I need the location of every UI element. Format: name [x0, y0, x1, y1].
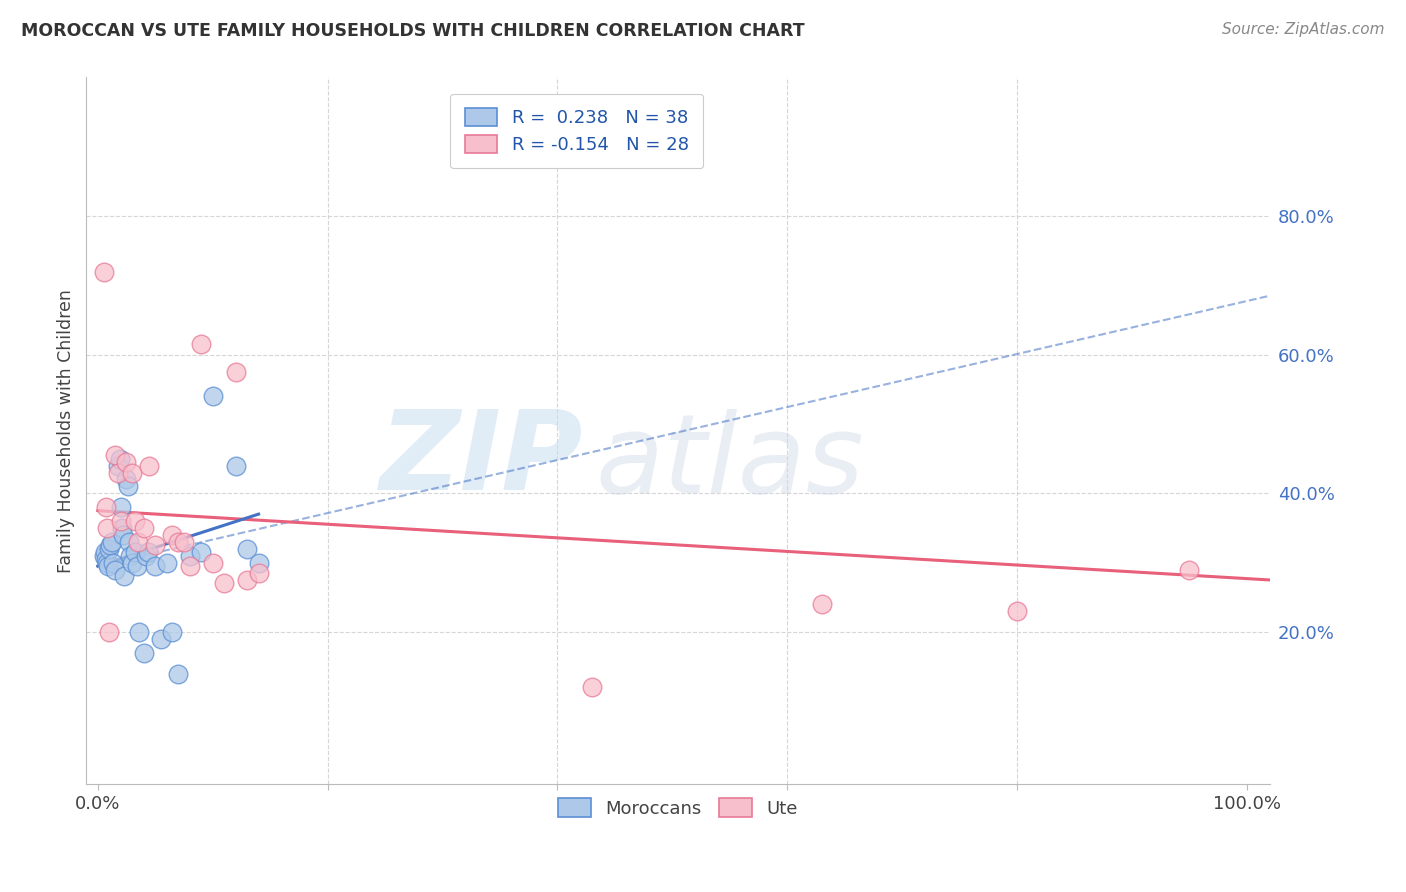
Point [236, 541, 259, 556]
Point [247, 556, 270, 570]
Point [98, 624, 121, 639]
Point [143, 538, 166, 552]
Point [136, 545, 159, 559]
Point [138, 458, 160, 473]
Point [179, 559, 201, 574]
Point [93, 545, 115, 559]
Point [121, 556, 143, 570]
Point [115, 455, 138, 469]
Point [225, 365, 247, 379]
Point [96, 521, 118, 535]
Point [118, 549, 141, 563]
Point [94, 552, 117, 566]
Point [162, 528, 184, 542]
Point [100, 538, 122, 552]
Point [247, 566, 270, 580]
Point [93, 549, 115, 563]
Point [236, 573, 259, 587]
Point [112, 528, 135, 542]
Point [810, 597, 832, 611]
Point [132, 646, 155, 660]
Point [110, 500, 132, 515]
Point [127, 534, 149, 549]
Point [96, 556, 118, 570]
Point [104, 563, 127, 577]
Point [190, 337, 212, 351]
Point [110, 514, 132, 528]
Point [167, 666, 190, 681]
Point [124, 545, 146, 559]
Point [112, 569, 135, 583]
Y-axis label: Family Households with Children: Family Households with Children [58, 289, 75, 573]
Point [104, 448, 127, 462]
Legend: Moroccans, Ute: Moroccans, Ute [551, 791, 804, 825]
Point [1005, 604, 1028, 618]
Point [1178, 563, 1201, 577]
Point [107, 458, 129, 473]
Point [156, 556, 179, 570]
Point [149, 632, 172, 646]
Point [135, 549, 157, 563]
Point [94, 500, 117, 515]
Point [201, 556, 224, 570]
Point [162, 624, 184, 639]
Point [124, 514, 146, 528]
Point [173, 534, 195, 549]
Point [190, 545, 212, 559]
Point [125, 559, 148, 574]
Point [118, 534, 141, 549]
Point [128, 624, 150, 639]
Point [100, 534, 122, 549]
Point [143, 559, 166, 574]
Point [107, 466, 129, 480]
Point [132, 521, 155, 535]
Text: MOROCCAN VS UTE FAMILY HOUSEHOLDS WITH CHILDREN CORRELATION CHART: MOROCCAN VS UTE FAMILY HOUSEHOLDS WITH C… [21, 22, 804, 40]
Point [108, 451, 131, 466]
Point [212, 576, 235, 591]
Text: Source: ZipAtlas.com: Source: ZipAtlas.com [1222, 22, 1385, 37]
Text: atlas: atlas [595, 409, 863, 516]
Point [117, 479, 139, 493]
Point [101, 556, 124, 570]
Point [581, 681, 603, 695]
Point [93, 264, 115, 278]
Point [225, 458, 247, 473]
Point [115, 473, 138, 487]
Point [111, 521, 134, 535]
Point [98, 541, 121, 556]
Text: ZIP: ZIP [380, 406, 583, 513]
Point [179, 549, 201, 563]
Point [97, 559, 120, 574]
Point [201, 389, 224, 403]
Point [121, 466, 143, 480]
Point [167, 534, 190, 549]
